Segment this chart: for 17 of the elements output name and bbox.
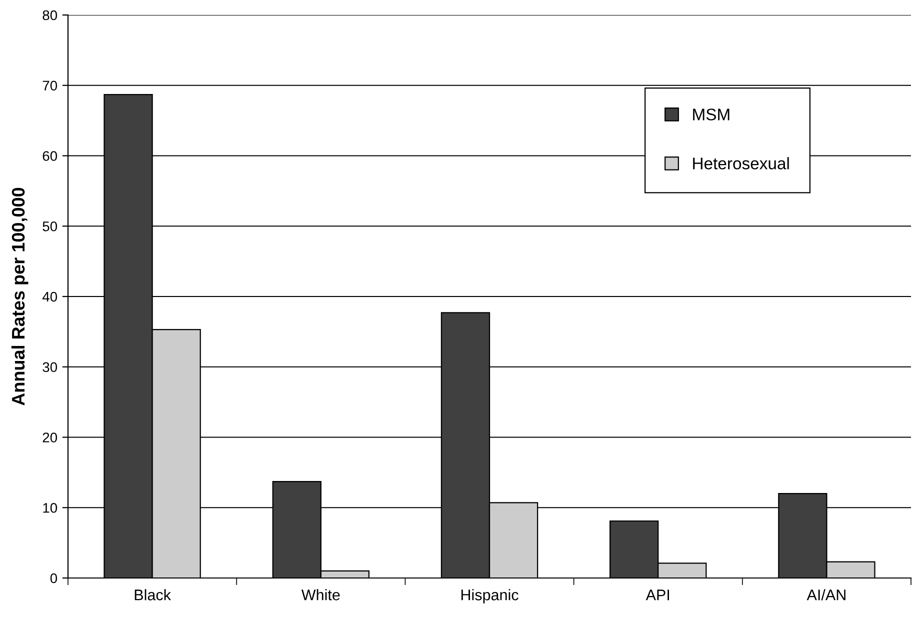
y-tick-label: 70 xyxy=(42,80,58,91)
y-axis-title: Annual Rates per 100,000 xyxy=(11,188,28,406)
legend-label: MSM xyxy=(693,108,730,120)
y-tick-label: 80 xyxy=(42,10,58,20)
y-tick-label: 60 xyxy=(42,151,58,161)
legend-label: Heterosexual xyxy=(693,157,789,170)
x-tick-label: White xyxy=(301,589,340,600)
y-tick-label: 40 xyxy=(42,292,58,302)
x-tick-label: Black xyxy=(134,589,171,600)
y-tick-label: 20 xyxy=(42,432,58,442)
y-tick-label: 0 xyxy=(50,573,58,584)
x-tick-label: Hispanic xyxy=(461,589,518,604)
x-tick-label: AI/AN xyxy=(806,589,846,600)
y-tick-label: 50 xyxy=(42,221,58,232)
y-tick-label: 30 xyxy=(42,362,58,372)
y-tick-label: 10 xyxy=(43,502,58,513)
x-tick-label: API xyxy=(646,590,670,600)
